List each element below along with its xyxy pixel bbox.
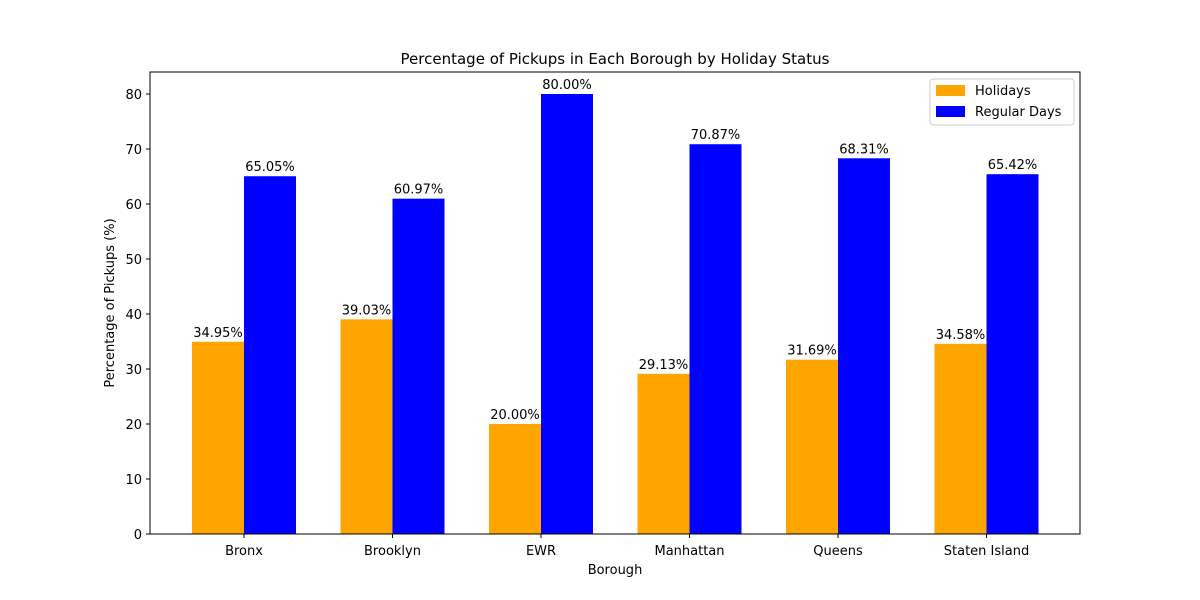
data-label-holidays-ewr: 20.00% bbox=[490, 408, 540, 423]
x-tick-label-bronx: Bronx bbox=[225, 544, 263, 559]
bar-labels-layer: 34.95% 65.05% 39.03% 60.97% 20.00% 80.00% 29.1… bbox=[193, 78, 1037, 423]
y-tick-label-50: 50 bbox=[125, 253, 142, 268]
legend-label-regular-days: Regular Days bbox=[975, 105, 1062, 120]
data-label-regular-days-queens: 68.31% bbox=[839, 142, 889, 157]
bar-regular-days-brooklyn bbox=[392, 198, 445, 535]
chart-title: Percentage of Pickups in Each Borough by… bbox=[401, 50, 830, 68]
data-label-holidays-bronx: 34.95% bbox=[193, 326, 243, 341]
y-tick-label-0: 0 bbox=[134, 528, 142, 543]
bar-regular-days-bronx bbox=[244, 176, 296, 534]
x-tick-label-staten-island: Staten Island bbox=[944, 544, 1029, 559]
y-tick-label-60: 60 bbox=[125, 198, 142, 213]
data-label-regular-days-staten-island: 65.42% bbox=[988, 158, 1038, 173]
bar-holidays-queens bbox=[786, 359, 838, 534]
plot-frame bbox=[149, 71, 1081, 535]
x-axis-label: Borough bbox=[588, 563, 643, 578]
y-axis: 0 10 20 30 40 50 60 70 80 bbox=[125, 88, 150, 543]
bar-holidays-manhattan bbox=[637, 373, 690, 534]
y-axis-label: Percentage of Pickups (%) bbox=[103, 218, 118, 387]
bar-holidays-ewr bbox=[489, 424, 541, 534]
data-label-regular-days-ewr: 80.00% bbox=[542, 78, 592, 93]
bar-regular-days-staten-island bbox=[986, 174, 1039, 534]
bar-holidays-staten-island bbox=[934, 343, 987, 534]
bar-regular-days-queens bbox=[838, 158, 890, 535]
data-label-regular-days-bronx: 65.05% bbox=[245, 160, 295, 175]
bars-layer bbox=[192, 94, 1039, 535]
legend-label-holidays: Holidays bbox=[975, 84, 1031, 99]
bar-holidays-bronx bbox=[192, 341, 244, 534]
data-label-holidays-staten-island: 34.58% bbox=[936, 328, 986, 343]
data-label-holidays-queens: 31.69% bbox=[787, 344, 837, 359]
x-tick-label-brooklyn: Brooklyn bbox=[364, 544, 421, 559]
y-tick-label-10: 10 bbox=[125, 473, 142, 488]
bar-holidays-brooklyn bbox=[340, 319, 393, 534]
x-tick-label-ewr: EWR bbox=[526, 544, 556, 559]
data-label-regular-days-brooklyn: 60.97% bbox=[394, 183, 444, 198]
y-tick-label-40: 40 bbox=[125, 308, 142, 323]
data-label-holidays-brooklyn: 39.03% bbox=[342, 303, 392, 318]
y-tick-label-30: 30 bbox=[125, 363, 142, 378]
x-tick-label-manhattan: Manhattan bbox=[654, 544, 724, 559]
x-tick-label-queens: Queens bbox=[813, 544, 863, 559]
bar-regular-days-manhattan bbox=[689, 144, 742, 534]
y-tick-label-80: 80 bbox=[125, 88, 142, 103]
legend-swatch-regular-days bbox=[936, 106, 965, 117]
x-axis: Bronx Brooklyn EWR Manhattan Queens Staten Is… bbox=[225, 534, 1029, 559]
legend-swatch-holidays bbox=[936, 85, 965, 96]
bar-regular-days-ewr bbox=[541, 94, 593, 534]
y-tick-label-70: 70 bbox=[125, 143, 142, 158]
data-label-regular-days-manhattan: 70.87% bbox=[691, 128, 741, 143]
y-tick-label-20: 20 bbox=[125, 418, 142, 433]
legend-box bbox=[929, 78, 1075, 126]
legend: Holidays Regular Days bbox=[929, 78, 1075, 126]
data-label-holidays-manhattan: 29.13% bbox=[639, 358, 689, 373]
